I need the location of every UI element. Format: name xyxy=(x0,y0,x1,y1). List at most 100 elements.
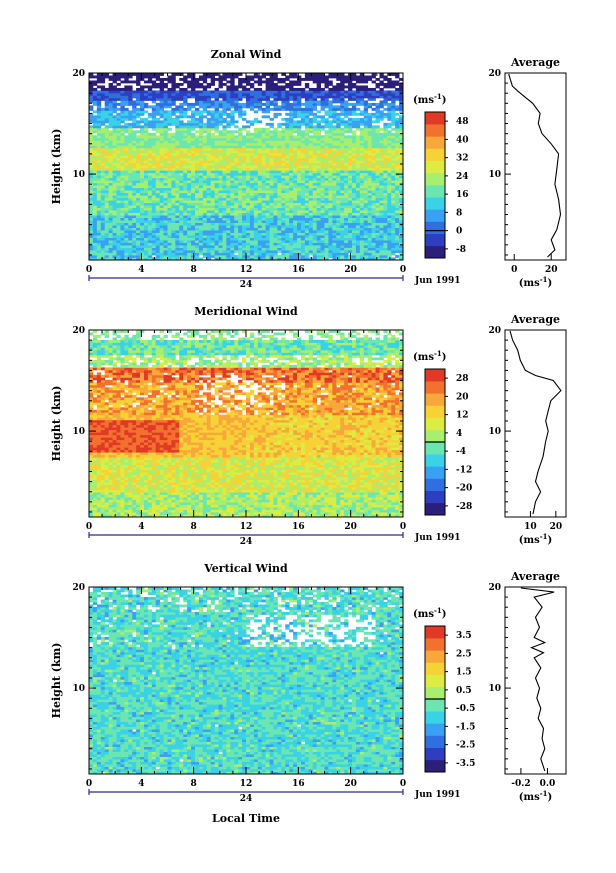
heatmap-cell xyxy=(113,210,117,213)
heatmap-cell xyxy=(281,240,285,243)
heatmap-cell xyxy=(242,235,246,238)
heatmap-cell xyxy=(344,233,348,236)
heatmap-cell xyxy=(383,223,387,226)
heatmap-cell xyxy=(116,243,120,246)
heatmap-cell xyxy=(281,203,285,206)
heatmap-cell xyxy=(152,195,156,198)
heatmap-cell xyxy=(203,233,207,236)
heatmap-cell xyxy=(250,210,254,213)
heatmap-cell xyxy=(175,230,179,233)
heatmap-cell xyxy=(116,200,120,203)
heatmap-cell xyxy=(128,220,132,223)
heatmap-cell xyxy=(317,203,321,206)
heatmap-cell xyxy=(356,245,360,248)
heatmap-cell xyxy=(128,240,132,243)
heatmap-cell xyxy=(132,200,136,203)
heatmap-cell xyxy=(266,228,270,231)
heatmap-cell xyxy=(116,210,120,213)
heatmap-cell xyxy=(120,233,124,236)
heatmap-cell xyxy=(368,253,372,256)
heatmap-cell xyxy=(171,195,175,198)
heatmap-cell xyxy=(113,228,117,231)
heatmap-cell xyxy=(344,210,348,213)
heatmap-cell xyxy=(285,193,289,196)
heatmap-cell xyxy=(348,215,352,218)
heatmap-cell xyxy=(368,210,372,213)
heatmap-cell xyxy=(387,225,391,228)
heatmap-cell xyxy=(336,220,340,223)
heatmap-cell xyxy=(222,233,226,236)
heatmap-cell xyxy=(372,203,376,206)
heatmap-cell xyxy=(321,243,325,246)
heatmap-cell xyxy=(152,220,156,223)
heatmap-cell xyxy=(93,220,97,223)
heatmap-cell xyxy=(199,228,203,231)
heatmap-cell xyxy=(105,205,109,208)
heatmap-cell xyxy=(187,253,191,256)
heatmap-cell xyxy=(340,233,344,236)
heatmap-cell xyxy=(187,230,191,233)
heatmap-cell xyxy=(266,243,270,246)
heatmap-cell xyxy=(376,230,380,233)
heatmap-cell xyxy=(89,220,93,223)
heatmap-cell xyxy=(132,230,136,233)
heatmap-cell xyxy=(328,235,332,238)
heatmap-cell xyxy=(124,233,128,236)
heatmap-cell xyxy=(168,210,172,213)
heatmap-cell xyxy=(332,243,336,246)
heatmap-cell xyxy=(171,215,175,218)
heatmap-cell xyxy=(160,223,164,226)
heatmap-cell xyxy=(199,198,203,201)
heatmap-cell xyxy=(293,195,297,198)
heatmap-cell xyxy=(105,210,109,213)
heatmap-cell xyxy=(250,230,254,233)
heatmap-cell xyxy=(211,245,215,248)
heatmap-cell xyxy=(391,198,395,201)
heatmap-cell xyxy=(356,243,360,246)
heatmap-cell xyxy=(211,205,215,208)
heatmap-cell xyxy=(168,248,172,251)
heatmap-cell xyxy=(325,233,329,236)
heatmap-cell xyxy=(364,205,368,208)
heatmap-cell xyxy=(340,230,344,233)
heatmap-cell xyxy=(376,200,380,203)
heatmap-cell xyxy=(368,230,372,233)
heatmap-cell xyxy=(195,230,199,233)
heatmap-cell xyxy=(368,198,372,201)
heatmap-cell xyxy=(340,240,344,243)
heatmap-cell xyxy=(128,198,132,201)
heatmap-cell xyxy=(105,203,109,206)
heatmap-cell xyxy=(387,218,391,221)
heatmap-cell xyxy=(120,225,124,228)
heatmap-cell xyxy=(254,243,258,246)
heatmap-cell xyxy=(293,215,297,218)
heatmap-cell xyxy=(270,193,274,196)
heatmap-cell xyxy=(360,213,364,216)
heatmap-cell xyxy=(383,203,387,206)
heatmap-cell xyxy=(140,200,144,203)
heatmap-cell xyxy=(336,228,340,231)
heatmap-cell xyxy=(273,220,277,223)
heatmap-cell xyxy=(93,235,97,238)
heatmap-cell xyxy=(219,195,223,198)
heatmap-cell xyxy=(183,235,187,238)
heatmap-cell xyxy=(352,208,356,211)
heatmap-cell xyxy=(289,205,293,208)
heatmap-cell xyxy=(89,215,93,218)
heatmap-cell xyxy=(120,253,124,256)
heatmap-cell xyxy=(219,205,223,208)
heatmap-cell xyxy=(93,245,97,248)
heatmap-cell xyxy=(321,245,325,248)
heatmap-cell xyxy=(207,225,211,228)
heatmap-cell xyxy=(270,233,274,236)
heatmap-cell xyxy=(160,248,164,251)
heatmap-cell xyxy=(136,230,140,233)
heatmap-cell xyxy=(321,195,325,198)
heatmap-cell xyxy=(344,193,348,196)
heatmap-cell xyxy=(348,223,352,226)
heatmap-cell xyxy=(171,245,175,248)
heatmap-cell xyxy=(132,195,136,198)
heatmap-cell xyxy=(160,210,164,213)
heatmap-cell xyxy=(113,215,117,218)
heatmap-cell xyxy=(360,248,364,251)
